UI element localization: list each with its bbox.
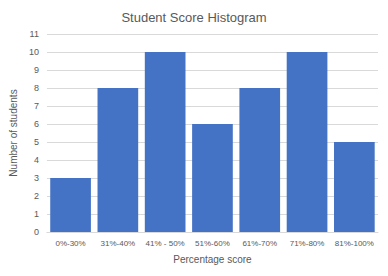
svg-text:31%-40%: 31%-40% xyxy=(101,239,136,248)
svg-text:0%-30%: 0%-30% xyxy=(55,239,85,248)
svg-text:41% - 50%: 41% - 50% xyxy=(146,239,185,248)
svg-text:11: 11 xyxy=(30,29,39,39)
svg-text:0: 0 xyxy=(34,227,39,237)
svg-text:61%-70%: 61%-70% xyxy=(242,239,277,248)
svg-text:71%-80%: 71%-80% xyxy=(290,239,325,248)
svg-text:10: 10 xyxy=(29,47,39,57)
svg-text:81%-100%: 81%-100% xyxy=(335,239,374,248)
svg-text:2: 2 xyxy=(34,191,39,201)
svg-text:4: 4 xyxy=(34,155,39,165)
svg-text:51%-60%: 51%-60% xyxy=(195,239,230,248)
svg-text:1: 1 xyxy=(34,209,39,219)
svg-text:6: 6 xyxy=(34,119,39,129)
svg-text:8: 8 xyxy=(34,83,39,93)
svg-text:9: 9 xyxy=(34,65,39,75)
svg-text:Student Score Histogram: Student Score Histogram xyxy=(121,10,266,25)
svg-text:7: 7 xyxy=(34,101,39,111)
svg-text:5: 5 xyxy=(34,137,39,147)
svg-text:Number of students: Number of students xyxy=(8,89,19,176)
svg-text:3: 3 xyxy=(34,173,39,183)
svg-text:Percentage score: Percentage score xyxy=(173,254,252,265)
